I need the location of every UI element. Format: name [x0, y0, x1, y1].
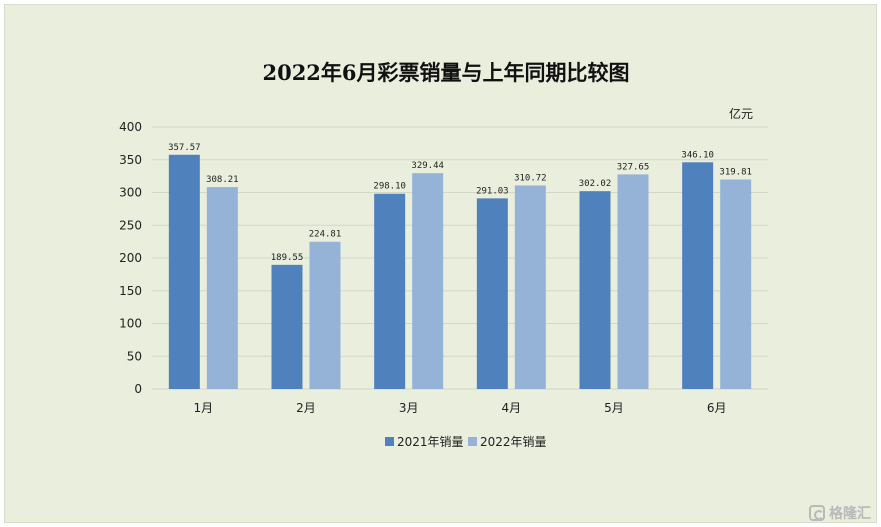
watermark-text: 格隆汇 [829, 506, 871, 522]
data-label: 298.10 [373, 182, 406, 192]
bar-2022 [617, 174, 649, 389]
x-tick-label: 5月 [604, 401, 624, 415]
x-axis: 1月 2月 3月 4月 5月 6月 [194, 401, 727, 415]
bar-2021 [476, 198, 508, 389]
y-tick-label: 350 [119, 153, 142, 167]
data-label: 329.44 [411, 161, 444, 171]
y-axis: 0 50 100 150 200 250 300 350 400 [119, 120, 142, 396]
y-tick-label: 150 [119, 284, 142, 298]
data-label: 224.81 [309, 230, 342, 240]
data-label: 310.72 [514, 173, 547, 183]
legend-swatch [385, 437, 394, 446]
data-label: 189.55 [271, 253, 304, 263]
bar-2022 [514, 185, 546, 389]
bar-2021 [579, 191, 611, 389]
data-label: 308.21 [206, 175, 239, 185]
data-label: 302.02 [579, 179, 612, 189]
legend-label: 2021年销量 [397, 435, 464, 449]
bar-2021 [168, 154, 200, 389]
y-tick-label: 0 [134, 382, 142, 396]
x-tick-label: 3月 [399, 401, 419, 415]
bar-2022 [720, 179, 752, 389]
data-label: 357.57 [168, 143, 201, 153]
legend-swatch [468, 437, 477, 446]
data-label: 327.65 [617, 162, 650, 172]
bar-2021 [374, 193, 406, 389]
y-tick-label: 50 [127, 349, 142, 363]
y-tick-label: 250 [119, 218, 142, 232]
legend-label: 2022年销量 [480, 435, 547, 449]
y-tick-label: 300 [119, 186, 142, 200]
unit-label: 亿元 [729, 106, 753, 121]
x-tick-label: 2月 [296, 401, 316, 415]
y-tick-label: 400 [119, 120, 142, 134]
data-label: 291.03 [476, 186, 509, 196]
y-tick-label: 200 [119, 251, 142, 265]
bar-2022 [206, 187, 238, 389]
bar-2021 [271, 264, 303, 389]
data-label: 319.81 [719, 168, 752, 178]
bar-2022 [309, 241, 341, 389]
gridlines [152, 126, 768, 390]
legend: 2021年销量 2022年销量 [385, 435, 547, 449]
x-tick-label: 1月 [194, 401, 214, 415]
x-tick-label: 6月 [707, 401, 727, 415]
bar-2021 [682, 162, 714, 389]
watermark-logo-icon [809, 505, 825, 521]
x-tick-label: 4月 [502, 401, 522, 415]
bars: 357.57 308.21 189.55 224.81 298.10 329.44 291.… [168, 143, 752, 389]
watermark: 格隆汇 [809, 503, 871, 523]
chart-title: 2022年6月彩票销量与上年同期比较图 [262, 60, 629, 85]
data-label: 346.10 [681, 150, 714, 160]
y-tick-label: 100 [119, 317, 142, 331]
bar-2022 [412, 173, 444, 389]
